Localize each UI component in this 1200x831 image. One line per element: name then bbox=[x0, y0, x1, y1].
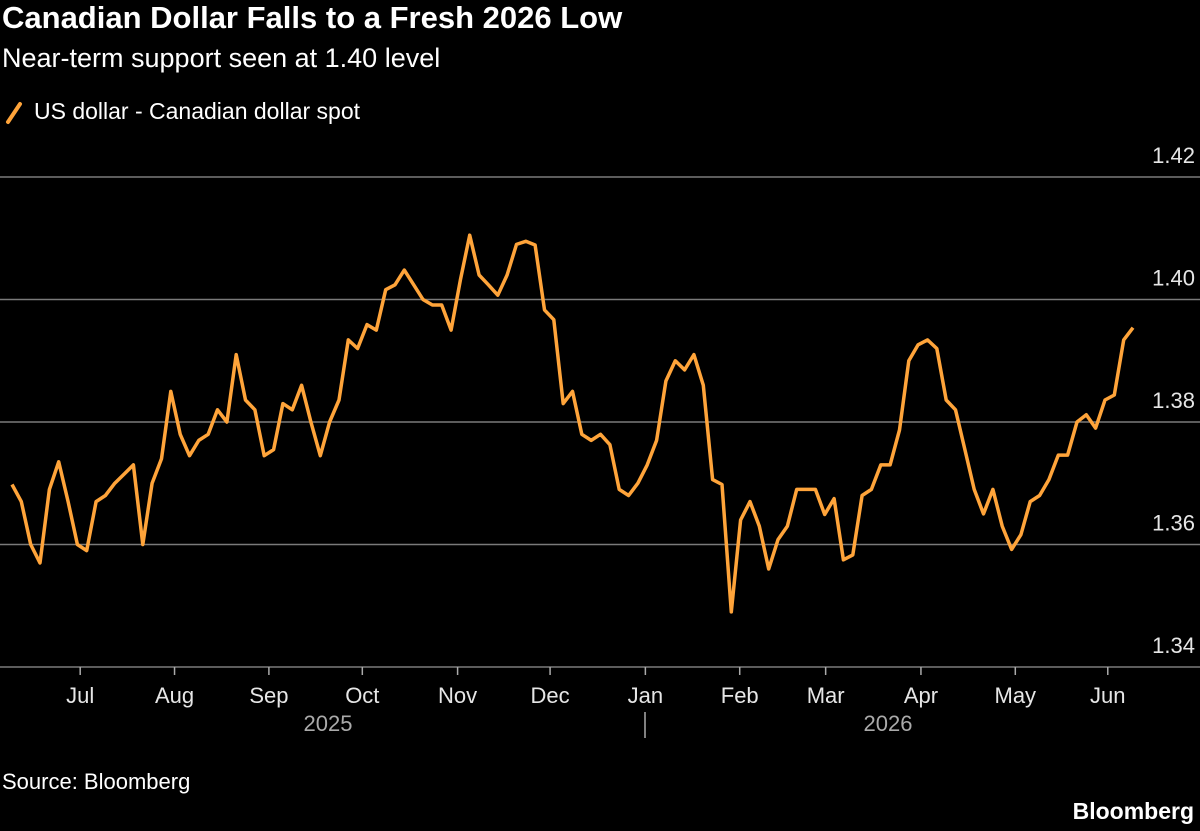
y-tick-label: 1.38 bbox=[1152, 388, 1195, 413]
x-tick-label: Sep bbox=[249, 683, 288, 708]
x-tick-label: Feb bbox=[721, 683, 759, 708]
legend-swatch bbox=[6, 102, 22, 124]
source-note: Source: Bloomberg bbox=[2, 769, 190, 794]
x-tick-label: Aug bbox=[155, 683, 194, 708]
price-line bbox=[10, 233, 1135, 614]
y-tick-label: 1.34 bbox=[1152, 633, 1195, 658]
brand-logo: Bloomberg bbox=[1073, 798, 1194, 824]
x-tick-label: Jan bbox=[628, 683, 663, 708]
x-tick-label: May bbox=[995, 683, 1037, 708]
y-tick-label: 1.42 bbox=[1152, 143, 1195, 168]
year-label: 2026 bbox=[864, 711, 913, 736]
y-tick-label: 1.40 bbox=[1152, 265, 1195, 290]
x-tick-label: Apr bbox=[904, 683, 938, 708]
year-label: 2025 bbox=[304, 711, 353, 736]
x-tick-label: Mar bbox=[807, 683, 845, 708]
x-tick-label: Nov bbox=[438, 683, 477, 708]
chart-subtitle: Near-term support seen at 1.40 level bbox=[2, 43, 440, 73]
y-tick-label: 1.36 bbox=[1152, 510, 1195, 535]
legend-label: US dollar - Canadian dollar spot bbox=[34, 98, 361, 124]
chart-title: Canadian Dollar Falls to a Fresh 2026 Lo… bbox=[2, 0, 623, 35]
x-tick-label: Jun bbox=[1090, 683, 1125, 708]
x-tick-label: Dec bbox=[531, 683, 570, 708]
x-tick-label: Jul bbox=[66, 683, 94, 708]
x-tick-label: Oct bbox=[345, 683, 379, 708]
